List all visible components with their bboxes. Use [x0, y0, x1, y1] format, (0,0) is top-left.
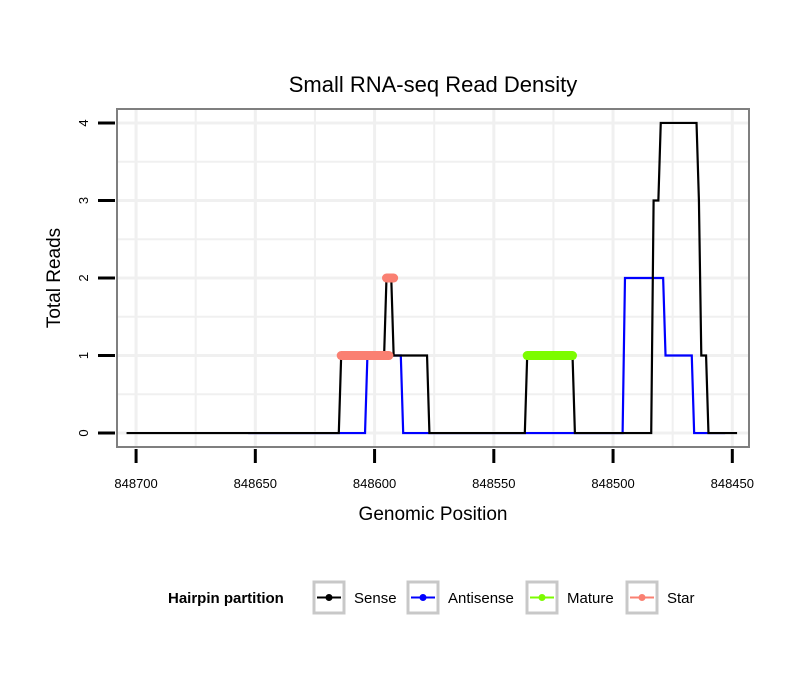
- x-axis: 848700 848650 848600 848550 848500 848450: [114, 449, 754, 491]
- y-tick-label: 0: [76, 429, 91, 436]
- legend-item-sense: Sense: [312, 580, 397, 615]
- y-tick-label: 2: [76, 274, 91, 281]
- x-tick-label: 848600: [353, 476, 396, 491]
- x-tick-label: 848450: [711, 476, 754, 491]
- legend-key-point: [638, 594, 646, 601]
- y-tick-label: 4: [76, 119, 91, 126]
- plot-panel-border: [116, 108, 750, 448]
- legend-title: Hairpin partition: [168, 590, 284, 607]
- legend-item-mature: Mature: [525, 580, 614, 615]
- x-axis-title: Genomic Position: [359, 504, 508, 525]
- legend-entries: Sense Antisense Mature Star: [312, 580, 695, 615]
- legend-label: Star: [667, 590, 695, 607]
- x-tick-label: 848700: [114, 476, 157, 491]
- x-tick-label: 848500: [591, 476, 634, 491]
- y-axis-title: Total Reads: [44, 228, 65, 328]
- x-tick-label: 848550: [472, 476, 515, 491]
- x-tick-label: 848650: [234, 476, 277, 491]
- y-axis: 0 1 2 3 4: [76, 119, 115, 437]
- chart-title: Small RNA-seq Read Density: [289, 72, 578, 97]
- legend-label: Sense: [354, 590, 397, 607]
- y-tick-label: 3: [76, 197, 91, 204]
- legend-key-point: [325, 594, 333, 601]
- legend: Hairpin partition Sense Antisense Mature St…: [168, 580, 695, 615]
- legend-label: Antisense: [448, 590, 514, 607]
- series-layer: [126, 121, 738, 435]
- series-antisense-line: [248, 276, 726, 435]
- legend-item-antisense: Antisense: [406, 580, 514, 615]
- y-tick-label: 1: [76, 352, 91, 359]
- legend-item-star: Star: [625, 580, 695, 615]
- grid: [117, 109, 749, 447]
- legend-key-point: [419, 594, 427, 601]
- legend-key-point: [538, 594, 546, 601]
- legend-label: Mature: [567, 590, 614, 607]
